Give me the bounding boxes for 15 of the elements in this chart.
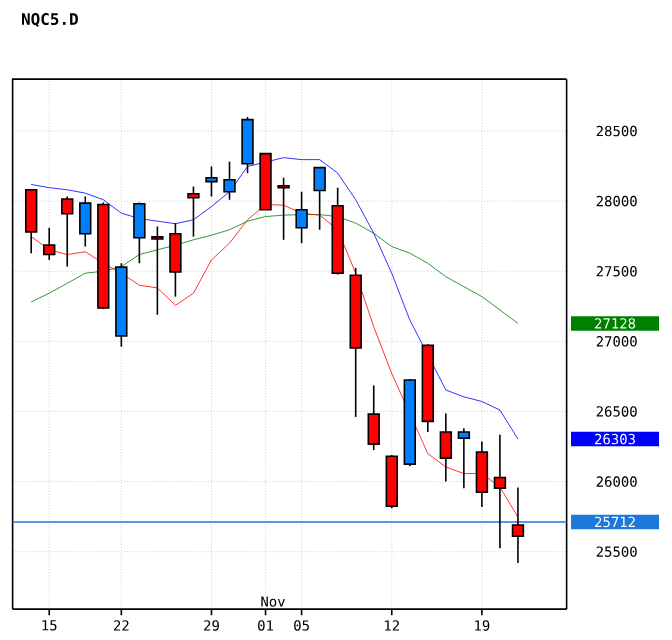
candlestick [475,440,489,508]
candlestick [295,190,308,244]
candlestick [439,412,453,483]
candlestick [457,427,471,489]
candlestick [367,384,380,451]
candlestick [313,166,326,231]
candlestick [205,165,218,198]
candlestick [43,226,56,261]
candlestick [223,160,236,201]
candlestick [133,201,146,265]
candlestick [169,222,182,298]
candlestick [241,116,254,174]
candlestick [187,185,200,238]
candlestick [79,195,92,248]
candlestick [151,225,164,316]
